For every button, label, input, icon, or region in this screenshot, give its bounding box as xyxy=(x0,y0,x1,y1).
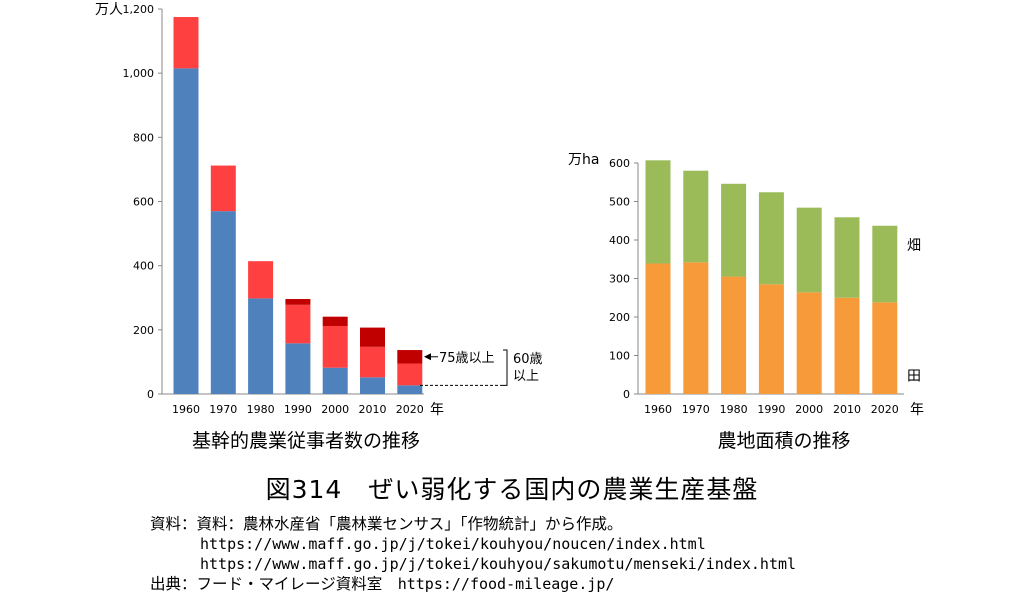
bar-segment-2020-series1 xyxy=(872,225,898,303)
bar-segment-2010-series1 xyxy=(360,346,385,378)
bar-segment-2010-series2 xyxy=(360,327,385,347)
bar-segment-1960-series1 xyxy=(645,160,671,264)
annotation-arrowhead xyxy=(424,353,431,361)
y-tick-label: 600 xyxy=(133,196,154,209)
x-tick-label: 1960 xyxy=(172,403,200,416)
bar-segment-1970-series1 xyxy=(683,170,709,263)
x-axis-unit: 年 xyxy=(430,402,444,418)
x-tick-label: 2010 xyxy=(359,403,387,416)
x-axis-unit: 年 xyxy=(910,402,924,418)
bar-segment-2020-series0 xyxy=(397,385,423,394)
x-tick-label: 1970 xyxy=(209,403,237,416)
y-tick-label: 200 xyxy=(609,311,630,324)
bar-segment-2020-series1 xyxy=(397,363,423,386)
y-tick-label: 0 xyxy=(623,388,630,401)
bar-segment-1970-series0 xyxy=(683,262,709,394)
y-tick-label: 1,200 xyxy=(123,3,155,16)
bar-segment-1980-series0 xyxy=(721,276,747,394)
x-tick-label: 2010 xyxy=(833,403,861,416)
chart-title: 基幹的農業従事者数の推移 xyxy=(192,430,420,452)
y-tick-label: 600 xyxy=(609,157,630,170)
y-axis-unit: 万人 xyxy=(95,2,123,18)
bar-segment-1970-series0 xyxy=(210,211,236,394)
x-tick-label: 1960 xyxy=(644,403,672,416)
bar-segment-1970-series1 xyxy=(210,165,236,212)
source-notes: 資料：資料：農林水産省「農林業センサス」「作物統計」から作成。 https://… xyxy=(150,514,796,594)
x-tick-label: 2000 xyxy=(795,403,823,416)
farmland-area-chart: 0 100 200 300 400 500 600 1960 1970 1980 1990 2000 2… xyxy=(568,152,924,452)
x-tick-label: 2020 xyxy=(871,403,899,416)
x-tick-label: 1980 xyxy=(247,403,275,416)
bar-segment-1990-series0 xyxy=(285,343,311,394)
x-tick-label: 1970 xyxy=(682,403,710,416)
source-url-noucen[interactable]: https://www.maff.go.jp/j/tokei/kouhyou/n… xyxy=(200,535,706,553)
credit-label: 出典：フード・マイレージ資料室 xyxy=(150,575,398,593)
chart-title: 農地面積の推移 xyxy=(717,430,850,452)
bar-segment-2020-series0 xyxy=(872,302,898,394)
bar-segment-2010-series0 xyxy=(834,297,860,394)
annotation-60-label: 60歳 xyxy=(513,352,543,367)
bar-segment-2000-series1 xyxy=(322,325,348,368)
x-tick-label: 2000 xyxy=(321,403,349,416)
source-url-sakumotu[interactable]: https://www.maff.go.jp/j/tokei/kouhyou/s… xyxy=(200,555,797,573)
bar-segment-1990-series1 xyxy=(758,192,784,285)
bar-segment-1980-series0 xyxy=(248,298,274,394)
bar-segment-2000-series2 xyxy=(322,316,348,326)
y-tick-label: 1,000 xyxy=(123,67,155,80)
annotation-60-label-2: 以上 xyxy=(513,369,539,384)
y-axis-unit: 万ha xyxy=(568,152,599,168)
bar-segment-1990-series0 xyxy=(758,284,784,394)
x-tick-label: 1990 xyxy=(284,403,312,416)
bar-segment-2000-series0 xyxy=(322,367,348,394)
series-label-hatake: 畑 xyxy=(907,238,921,254)
bar-segment-2010-series1 xyxy=(834,217,860,298)
bar-segment-2010-series0 xyxy=(360,377,385,394)
y-tick-label: 400 xyxy=(133,260,154,273)
y-tick-label: 100 xyxy=(609,350,630,363)
x-tick-label: 1980 xyxy=(720,403,748,416)
y-tick-label: 0 xyxy=(147,388,154,401)
farm-workers-chart: 0 200 400 600 800 1,000 1,200 1960 1970 1980 1990 2… xyxy=(95,2,543,452)
bar-segment-1960-series0 xyxy=(645,263,671,394)
bar-segment-1980-series1 xyxy=(248,261,274,299)
bar-segment-1960-series0 xyxy=(173,68,199,395)
bar-segment-1960-series1 xyxy=(173,17,199,69)
bar-segment-1990-series2 xyxy=(285,299,311,305)
figure-title: 図314 ぜい弱化する国内の農業生産基盤 xyxy=(265,475,759,504)
series-label-ta: 田 xyxy=(907,369,921,385)
y-tick-label: 300 xyxy=(609,273,630,286)
bar-segment-1980-series1 xyxy=(721,183,747,277)
annotation-bracket xyxy=(503,349,508,386)
bar-segment-2000-series0 xyxy=(796,292,822,394)
bar-segment-1990-series1 xyxy=(285,304,311,344)
credit-url[interactable]: https://food-mileage.jp/ xyxy=(397,575,615,593)
y-tick-label: 400 xyxy=(609,234,630,247)
charts-area: 0 200 400 600 800 1,000 1,200 1960 1970 1980 1990 2… xyxy=(95,2,924,452)
source-line: 資料：資料：農林水産省「農林業センサス」「作物統計」から作成。 xyxy=(150,515,623,533)
y-tick-label: 800 xyxy=(133,131,154,144)
x-tick-label: 1990 xyxy=(757,403,785,416)
credit-line: 出典：フード・マイレージ資料室 https://food-mileage.jp/ xyxy=(150,574,796,594)
bar-segment-2020-series2 xyxy=(397,350,423,364)
y-tick-label: 200 xyxy=(133,324,154,337)
bar-segment-2000-series1 xyxy=(796,207,822,293)
x-tick-label: 2020 xyxy=(396,403,424,416)
annotation-75-label: 75歳以上 xyxy=(439,351,495,366)
y-tick-label: 500 xyxy=(609,196,630,209)
